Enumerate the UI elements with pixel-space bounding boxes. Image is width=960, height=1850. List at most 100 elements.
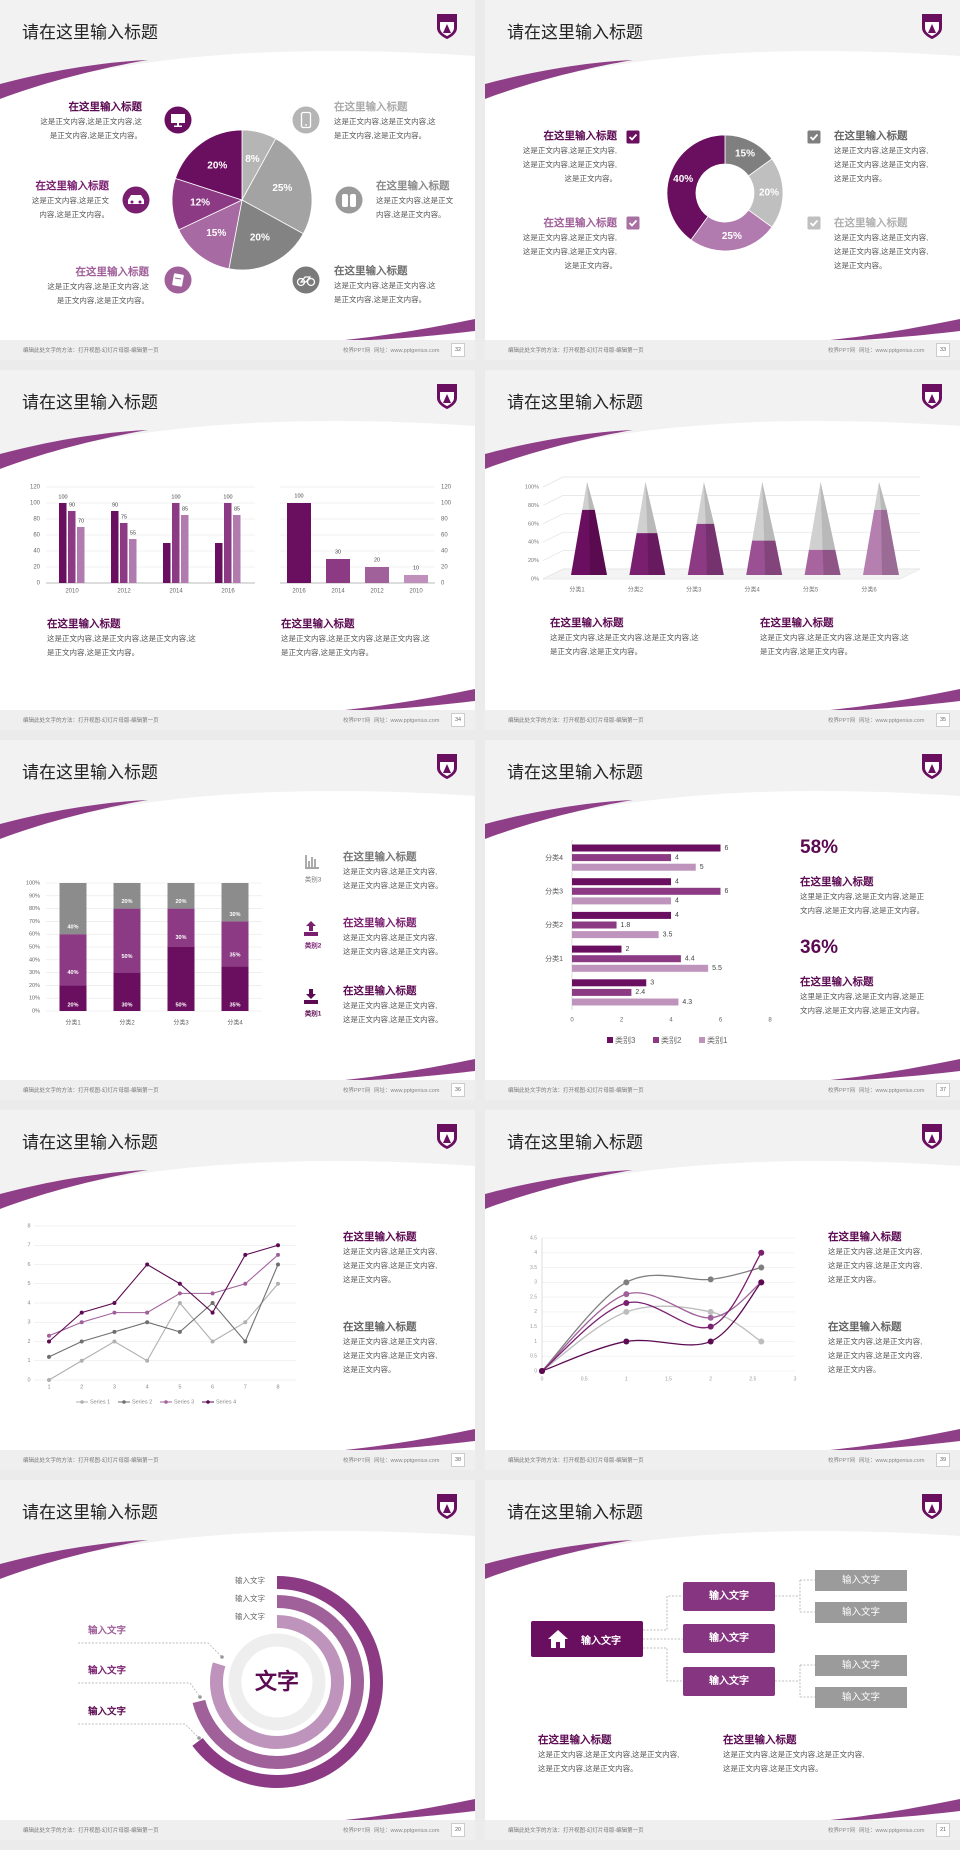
leaf-node[interactable]: 输入文字 — [815, 1655, 907, 1676]
block-body: 这是正文内容,这是正文内容, 这是正文内容,这是正文内容, 这是正文内容。 — [834, 146, 929, 183]
text-block-1: 在这里输入标题 这是正文内容,这是正文内容, 这是正文内容,这是正文内容, 这是正… — [828, 1229, 922, 1287]
data-point — [758, 1338, 765, 1345]
category-label: 类别3 — [305, 875, 322, 884]
x-tick-label: 分类2 — [119, 1019, 135, 1027]
slide-38: 请在这里输入标题 编辑此处文字的方法：打开视图-幻灯片母版-编辑第一页 校界PPT网… — [0, 1110, 475, 1470]
y-tick-label: 4 — [27, 1300, 30, 1306]
bar — [572, 897, 671, 905]
x-tick-label: 2016 — [292, 589, 306, 595]
block-heading: 在这里输入标题 — [800, 976, 874, 988]
block-body: 这是正文内容,这是正文内容, 这是正文内容,这是正文内容。 — [343, 867, 443, 890]
text-block-1: 在这里输入标题 这是正文内容,这是正文内容,这是正文内容, 这是正文内容,这是正文… — [538, 1732, 679, 1776]
y-tick-label: 0% — [531, 576, 539, 582]
background-white-curve — [485, 50, 960, 340]
bar — [572, 998, 679, 1006]
data-point — [177, 1281, 182, 1286]
slide-33: 请在这里输入标题 编辑此处文字的方法：打开视图-幻灯片母版-编辑第一页 校界PPT网… — [485, 0, 960, 360]
block-body: 这是正文内容,这是正文内容,这是正文内容, 这是正文内容,这是正文内容。 — [538, 1750, 680, 1773]
bar — [572, 887, 721, 895]
y-tick-label: 0 — [27, 1377, 30, 1383]
root-node[interactable]: 输入文字 — [531, 1621, 643, 1657]
data-label: 2 — [626, 946, 630, 953]
page-number: 36 — [451, 1083, 465, 1097]
data-label: 5.5 — [712, 965, 722, 972]
y-tick-label: 3 — [534, 1280, 537, 1286]
block-body: 这是正文内容,这是正文内容,这是正文内容,这 是正文内容,这是正文内容。 — [281, 634, 430, 657]
data-label: 85 — [182, 506, 188, 512]
block-body: 这是正文内容,这是正文内容, 这是正文内容,这是正文内容, 这是正文内容。 — [343, 1337, 438, 1374]
data-point — [707, 1338, 714, 1345]
side-label: 输入文字 — [88, 1625, 127, 1637]
pyramid-bar — [629, 482, 666, 575]
data-label: 1.8 — [621, 922, 631, 929]
y-tick-label: 0% — [32, 1008, 40, 1014]
bar-segment — [167, 947, 195, 1011]
pyramid-value-shade — [881, 509, 899, 575]
y-tick-label: 50% — [29, 944, 40, 950]
slice-label: 15% — [735, 148, 755, 159]
shield-emblem — [443, 764, 451, 773]
segment-label: 30% — [121, 1002, 132, 1008]
top-swoosh — [485, 1540, 633, 1579]
binoculars-icon — [335, 186, 363, 214]
leaf-node[interactable]: 输入文字 — [815, 1570, 907, 1591]
page-number: 33 — [936, 343, 950, 357]
slide-title: 请在这里输入标题 — [507, 393, 643, 412]
phone-icon — [292, 106, 320, 134]
bar-segment — [221, 966, 249, 1011]
pyramid-bar — [863, 482, 899, 575]
y-category-label: 分类3 — [545, 887, 563, 896]
y-tick-label: 100 — [441, 501, 452, 507]
block-heading: 在这里输入标题 — [68, 101, 143, 113]
segment-label: 50% — [121, 954, 132, 960]
shield-emblem — [443, 24, 451, 33]
branch-node[interactable]: 输入文字 — [683, 1624, 775, 1653]
bar — [326, 559, 350, 583]
text-block-2: 在这里输入标题 这是正文内容,这是正文内容, 这是正文内容,这是正文内容, 这是正… — [343, 1319, 437, 1377]
text-block-2: 在这里输入标题 这是正文内容,这是正文 内容,这是正文内容。 — [32, 178, 109, 222]
footer-url: 网址：www.pptgenius.com — [859, 1828, 925, 1834]
series-line — [48, 1244, 279, 1342]
bar — [572, 854, 671, 862]
x-tick-label: 分类4 — [227, 1019, 243, 1027]
text-block-2: 在这里输入标题 这是正文内容,这是正文内容,这是正文内容,这 是正文内容,这是正文… — [281, 616, 430, 660]
slice-label: 20% — [759, 188, 779, 199]
shield-emblem — [928, 394, 936, 403]
slide-title: 请在这里输入标题 — [507, 23, 643, 42]
leaf-node[interactable]: 输入文字 — [815, 1602, 907, 1623]
footer-brand: 校界PPT网 — [828, 348, 856, 354]
pyramid-bar — [746, 482, 783, 575]
slide-background — [485, 0, 960, 360]
y-tick-label: 5 — [27, 1281, 30, 1287]
leaf-node[interactable]: 输入文字 — [815, 1687, 907, 1708]
x-tick-label: 6 — [211, 1384, 214, 1390]
footer-url: 网址：www.pptgenius.com — [374, 1458, 440, 1464]
connector — [643, 1647, 683, 1682]
x-tick-label: 分类2 — [628, 586, 644, 594]
text-block-1: 在这里输入标题 这是正文内容,这是正文内容,这是正文内容,这 是正文内容,这是正文… — [550, 615, 699, 659]
bar — [59, 503, 67, 583]
footer-band — [0, 1450, 475, 1470]
block-body: 这是正文内容,这是正文内容, 这是正文内容,这是正文内容, 这是正文内容。 — [343, 1247, 438, 1284]
branch-node[interactable]: 输入文字 — [683, 1667, 775, 1696]
legend-swatch — [653, 1037, 659, 1043]
page-number: 32 — [451, 343, 465, 357]
tray — [304, 1000, 318, 1004]
segment-label: 35% — [229, 1002, 240, 1008]
block-heading: 在这里输入标题 — [550, 617, 624, 629]
y-tick-label: 4 — [534, 1250, 537, 1256]
x-tick-label: 0 — [541, 1376, 544, 1382]
data-point — [707, 1323, 714, 1330]
slide-34: 请在这里输入标题 编辑此处文字的方法：打开视图-幻灯片母版-编辑第一页 校界PPT网… — [0, 370, 475, 730]
block-heading: 在这里输入标题 — [334, 101, 408, 113]
pyramid-value — [687, 523, 724, 575]
data-label: 85 — [234, 506, 240, 512]
footer-note: 编辑此处文字的方法：打开视图-幻灯片母版-编辑第一页 — [508, 1458, 644, 1464]
legend-label: Series 4 — [216, 1399, 236, 1405]
bar — [572, 964, 709, 972]
branch-node[interactable]: 输入文字 — [683, 1582, 775, 1611]
data-point — [623, 1308, 630, 1315]
house — [548, 1630, 568, 1648]
data-label: 70 — [78, 518, 84, 524]
series-curve — [541, 1305, 762, 1372]
